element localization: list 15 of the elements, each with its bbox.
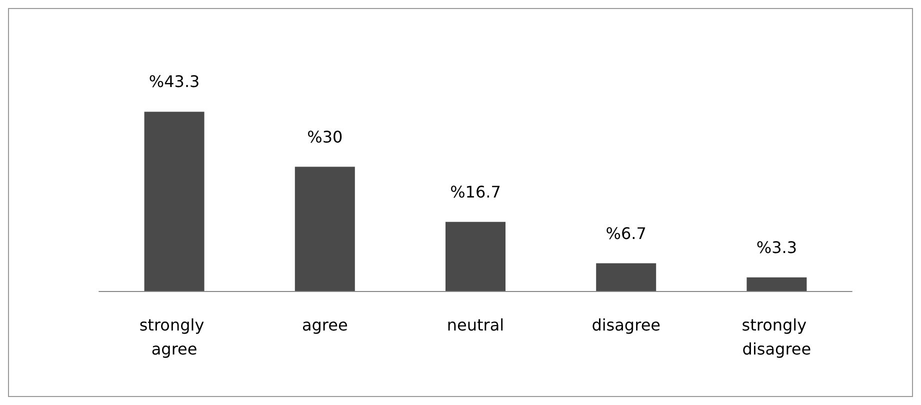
- x-tick-label: agree: [302, 316, 348, 334]
- bar: [596, 263, 656, 291]
- bar: [746, 277, 807, 291]
- x-tick-label: strongly disagree: [742, 316, 812, 358]
- data-label: %6.7: [606, 224, 646, 243]
- data-label: %3.3: [756, 238, 798, 257]
- data-label: %30: [307, 127, 343, 146]
- x-tick-label: neutral: [446, 316, 504, 334]
- data-label: %43.3: [148, 72, 200, 92]
- data-label: %16.7: [450, 182, 501, 202]
- x-tick-label: disagree: [592, 316, 661, 334]
- bar: [294, 166, 355, 291]
- bar: [446, 222, 506, 291]
- x-tick-label: strongly agree: [139, 316, 210, 358]
- bar: [144, 112, 204, 291]
